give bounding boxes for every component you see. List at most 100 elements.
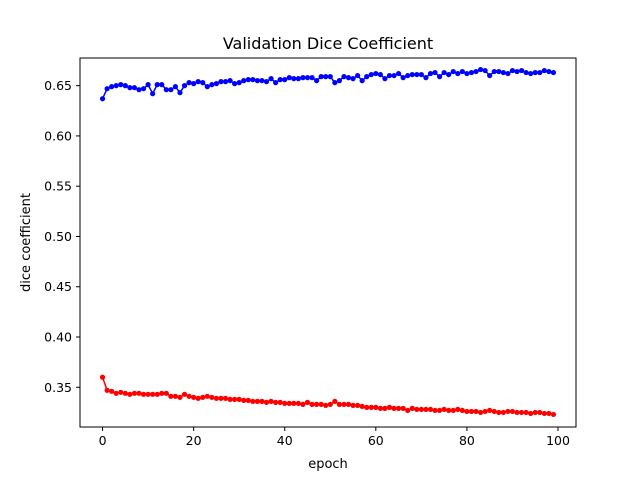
data-point	[131, 390, 138, 396]
data-point	[450, 68, 456, 75]
data-point	[537, 69, 543, 76]
data-point	[318, 401, 324, 407]
data-point	[355, 72, 361, 79]
data-point	[145, 391, 151, 397]
data-point	[436, 74, 443, 80]
data-point	[300, 401, 306, 407]
data-point	[227, 78, 233, 84]
x-tick-label: 20	[186, 433, 202, 448]
data-point	[550, 69, 557, 76]
data-point	[209, 394, 215, 400]
data-point	[250, 77, 256, 83]
data-point	[140, 86, 147, 92]
data-point	[204, 393, 210, 399]
data-point	[491, 408, 497, 415]
data-point	[332, 398, 338, 404]
y-tick-label: 0.35	[44, 380, 72, 395]
data-point	[500, 69, 506, 76]
data-point	[345, 401, 352, 407]
y-tick-label: 0.40	[44, 330, 72, 345]
data-point	[514, 68, 520, 75]
data-point	[464, 70, 470, 77]
data-point	[518, 409, 525, 416]
plot-area	[99, 66, 557, 418]
data-point	[423, 75, 429, 81]
data-point	[418, 406, 424, 413]
data-point	[414, 406, 420, 413]
data-point	[191, 81, 197, 87]
data-point	[145, 82, 151, 88]
data-point	[450, 407, 456, 414]
data-point	[528, 410, 534, 417]
data-point	[468, 69, 475, 76]
data-point	[300, 75, 306, 81]
data-point	[109, 388, 115, 394]
data-point	[500, 409, 506, 416]
data-point	[209, 82, 215, 88]
data-point	[250, 398, 256, 404]
data-point	[464, 408, 470, 415]
data-point	[277, 77, 283, 83]
data-point	[99, 96, 106, 102]
data-point	[268, 398, 274, 404]
data-point	[286, 75, 292, 81]
data-point	[459, 68, 465, 75]
data-point	[341, 401, 347, 407]
data-point	[241, 78, 247, 84]
data-point	[386, 72, 393, 79]
y-axis-label: dice coefficient	[19, 193, 34, 292]
data-point	[432, 69, 438, 76]
data-point	[323, 74, 329, 80]
data-point	[127, 391, 133, 397]
data-point	[200, 80, 206, 86]
data-point	[373, 404, 379, 410]
data-point	[332, 80, 338, 86]
data-point	[263, 79, 270, 85]
data-point	[113, 390, 119, 396]
chart-title: Validation Dice Coefficient	[223, 34, 433, 53]
data-point	[186, 80, 192, 86]
data-point	[336, 401, 342, 407]
data-point	[263, 399, 270, 405]
data-point	[273, 80, 279, 86]
data-point	[150, 391, 156, 397]
x-tick-label: 100	[546, 433, 570, 448]
data-point	[446, 71, 452, 78]
data-point	[550, 411, 557, 418]
data-point	[122, 83, 128, 89]
data-point	[131, 85, 138, 91]
data-point	[227, 396, 233, 402]
axes-frame	[79, 57, 577, 428]
data-point	[509, 408, 516, 415]
data-point	[364, 74, 370, 80]
data-point	[282, 400, 288, 406]
data-point	[491, 68, 497, 75]
y-tick-label: 0.55	[44, 179, 72, 194]
data-point	[136, 390, 142, 396]
data-point	[427, 406, 434, 413]
data-point	[355, 402, 361, 408]
data-point	[405, 72, 411, 79]
data-point	[382, 405, 388, 411]
data-point	[432, 407, 438, 414]
data-point	[291, 76, 297, 82]
data-point	[477, 409, 484, 416]
data-point	[455, 406, 461, 413]
data-point	[136, 87, 142, 93]
data-point	[477, 66, 484, 73]
data-point	[177, 90, 183, 96]
data-point	[181, 391, 188, 397]
y-tick-label: 0.65	[44, 78, 72, 93]
data-point	[318, 74, 324, 80]
data-point	[163, 87, 169, 93]
data-point	[273, 399, 279, 405]
data-point	[118, 389, 124, 395]
data-point	[341, 74, 347, 80]
data-point	[468, 408, 475, 415]
data-point	[104, 387, 110, 393]
data-point	[232, 81, 238, 87]
data-point	[222, 79, 229, 85]
data-point	[191, 394, 197, 400]
